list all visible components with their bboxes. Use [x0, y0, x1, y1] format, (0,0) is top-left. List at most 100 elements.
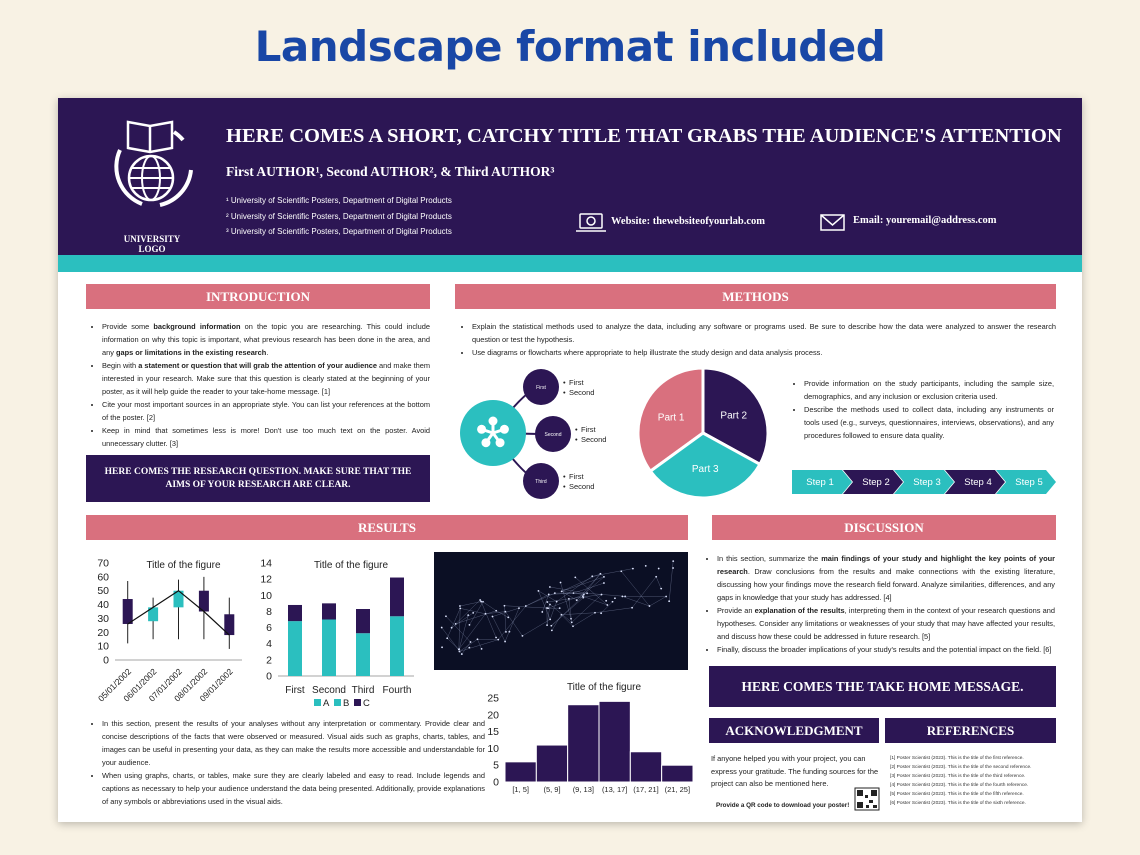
image-line	[600, 601, 613, 614]
bullet: In this section, present the results of …	[102, 717, 485, 769]
section-heading: RESULTS	[86, 515, 688, 540]
step-arrow	[894, 470, 954, 494]
y-tick-label: 20	[487, 709, 499, 721]
x-tick-label: (17, 21]	[633, 785, 658, 794]
image-line	[504, 605, 547, 609]
image-dot	[614, 597, 616, 600]
candle-body	[198, 590, 209, 612]
x-tick-label: Third	[352, 685, 375, 696]
teal-stripe	[58, 255, 1082, 272]
image-dot	[548, 586, 551, 588]
image-line	[458, 613, 486, 650]
text-run: explanation of the results	[754, 606, 845, 615]
y-tick-label: 60	[97, 571, 109, 583]
step-arrow	[945, 470, 1005, 494]
x-tick-label: Second	[312, 685, 346, 696]
methods-text: Explain the statistical methods used to …	[460, 320, 1056, 359]
hub-icon	[481, 427, 494, 435]
image-line	[461, 641, 471, 655]
text-run: a statement or question that will grab t…	[138, 361, 377, 370]
text-run: .	[266, 348, 269, 357]
image-dot	[560, 590, 563, 593]
text-run: Cite your most important sources in an a…	[102, 400, 430, 422]
image-dot	[553, 592, 556, 594]
candle-body	[122, 599, 133, 624]
text-run: Explain the statistical methods used to …	[472, 322, 1056, 344]
image-line	[561, 576, 605, 592]
bar	[504, 761, 537, 783]
bar-segment	[322, 603, 336, 620]
reference: [1] Poster Scientist (2023). This is the…	[890, 756, 1024, 761]
image-line	[568, 594, 602, 600]
bar-segment	[356, 633, 370, 676]
bullet: Begin with a statement or question that …	[102, 359, 430, 398]
section-heading: INTRODUCTION	[86, 284, 430, 309]
legend-label: A	[323, 698, 330, 709]
image-line	[561, 591, 577, 601]
image-dot	[582, 593, 585, 596]
node-item: First	[569, 472, 584, 481]
image-dot	[550, 624, 553, 627]
image-line	[525, 594, 549, 607]
text-run: Describe the methods used to collect dat…	[804, 405, 1054, 440]
reference: [6] Poster Scientist (2023). This is the…	[890, 801, 1026, 806]
image-line	[480, 601, 497, 638]
image-dot	[497, 638, 500, 641]
image-dot	[546, 601, 549, 603]
bullet-dot: •	[575, 425, 578, 434]
image-line	[576, 576, 605, 601]
image-dot	[672, 567, 674, 569]
legend-label: C	[363, 698, 370, 709]
candle-body	[224, 614, 235, 636]
image-dot	[446, 637, 449, 640]
bar	[535, 744, 569, 783]
image-dot	[558, 607, 561, 610]
x-tick-label: (9, 13]	[573, 785, 594, 794]
logo-label-text: UNIVERSITY LOGO	[123, 234, 181, 254]
image-dot	[469, 641, 472, 643]
affiliation: ¹ University of Scientific Posters, Depa…	[226, 196, 452, 205]
methods-text-2: Provide information on the study partici…	[792, 377, 1054, 442]
text-run: Finally, discuss the broader implication…	[717, 645, 1052, 654]
image-dot	[441, 646, 443, 649]
image-dot	[505, 630, 507, 633]
header-band	[58, 98, 1082, 255]
candle-body	[148, 607, 159, 622]
y-tick-label: 10	[260, 590, 272, 602]
image-dot	[599, 572, 602, 575]
image-line	[458, 615, 469, 650]
qr-code	[854, 787, 880, 811]
bullet-list: Explain the statistical methods used to …	[460, 320, 1056, 359]
image-dot	[503, 604, 506, 607]
section-heading: REFERENCES	[885, 718, 1056, 743]
text-run: . Draw conclusions from the results and …	[717, 567, 1055, 602]
image-dot	[594, 611, 596, 614]
y-tick-label: 6	[266, 622, 272, 634]
image-dot	[440, 626, 443, 629]
image-dot	[479, 599, 482, 601]
y-tick-label: 0	[266, 671, 272, 683]
image-line	[459, 639, 478, 652]
hub-icon	[484, 432, 495, 444]
image-line	[455, 610, 497, 625]
step-label: Step 1	[806, 477, 833, 488]
legend-swatch	[314, 699, 321, 706]
authors: First AUTHOR¹, Second AUTHOR², & Third A…	[226, 164, 555, 179]
y-tick-label: 8	[266, 606, 272, 618]
image-dot	[575, 599, 578, 602]
image-dot	[480, 647, 483, 650]
image-line	[560, 582, 572, 619]
bullet: When using graphs, charts, or tables, ma…	[102, 769, 485, 808]
affiliation: ³ University of Scientific Posters, Depa…	[226, 227, 452, 236]
y-tick-label: 40	[97, 599, 109, 611]
slice-label: Part 3	[692, 464, 719, 475]
image-line	[592, 568, 633, 577]
take-home: HERE COMES THE TAKE HOME MESSAGE.	[741, 679, 1024, 694]
image-dot	[621, 595, 624, 598]
image-dot	[546, 624, 548, 627]
image-line	[551, 614, 562, 631]
bar	[598, 700, 631, 783]
text-run: Provide an	[717, 606, 755, 615]
image-line	[622, 596, 650, 607]
image-line	[568, 598, 572, 623]
